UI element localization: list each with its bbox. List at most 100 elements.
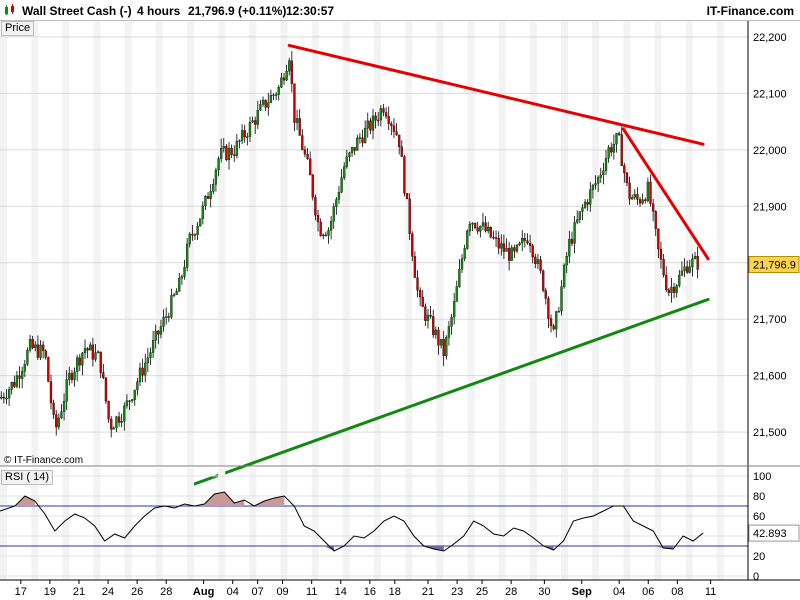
candle-up [21,371,24,379]
x-tick-label: Aug [193,586,214,598]
price-y-tick-label: 22,100 [753,88,787,100]
copyright-label: © IT-Finance.com [4,455,84,466]
candle-down [290,60,293,84]
candle-up [185,243,189,268]
candle-down [542,270,545,291]
candle-down [659,248,663,260]
candle-down [403,156,406,194]
current-rsi-tag [748,524,800,542]
candle-up [240,130,244,141]
candle-down [424,306,427,321]
axes [0,20,800,581]
candle-up [678,274,681,286]
candle-up [220,148,223,159]
last-price-label: 21,796.9 (+0.11%) [188,4,287,18]
x-tick-label: 11 [306,586,317,598]
rsi-band [654,468,662,580]
x-tick-label: 06 [642,586,654,598]
candle-down [324,234,328,237]
candle-down [526,240,529,244]
price-vertical-bands [0,20,724,466]
candle-up [356,137,359,151]
candle-up [505,248,508,252]
price-band [374,20,382,466]
candle-up [180,276,184,279]
candle-up [555,311,558,330]
candle-down [657,228,660,250]
candle-up [94,352,97,360]
candle-down [411,233,414,257]
candle-up [10,382,13,390]
x-tick-label: 25 [476,586,488,598]
rsi-band [0,468,8,580]
price-band [685,20,693,466]
x-ticks: 17 19 21 24 26 28 Aug 04 07 09 11 14 16 18 21 23 25 28 30 S… [15,580,716,598]
candle-up [248,122,252,137]
candle-down [473,222,477,229]
candle-up [439,339,443,346]
candle-down [413,256,417,278]
candle-up [604,158,608,171]
rsi-y-tick-label: 80 [753,491,765,503]
candle-up [183,267,186,277]
candle-up [460,258,464,270]
candle-up [73,371,76,380]
candle-up [340,177,343,193]
candle-up [277,86,280,95]
candle-down [298,118,301,136]
current-rsi-label: 42.893 [753,528,787,540]
candle-down [141,367,144,376]
rsi-band [498,468,506,580]
candle-down [382,108,385,113]
candle-up [23,364,26,372]
candle-up [68,373,71,380]
candle-up [688,266,691,273]
x-tick-label: 24 [102,586,114,598]
candle-up [515,244,519,252]
candle-up [615,133,618,145]
candle-up [123,405,126,422]
candle-down [432,316,435,335]
candle-up [280,77,283,88]
brand-label: IT-Finance.com [706,4,794,18]
candle-down [476,227,479,232]
x-tick-label: 04 [227,586,239,598]
candle-down [41,344,45,351]
candle-up [337,191,341,200]
candle-up [466,230,469,249]
candle-down [638,199,642,204]
candle-down [55,414,58,428]
price-y-tick-label: 21,700 [753,314,787,326]
candle-down [644,199,647,201]
candle-up [209,191,212,199]
price-band [342,20,350,466]
candle-up [322,234,325,237]
candle-up [146,357,150,364]
rsi-band [155,468,163,580]
x-tick-label: 23 [451,586,463,598]
x-tick-label: Sep [572,586,592,598]
candle-down [497,237,500,249]
candle-up [343,166,346,178]
candle-up [39,344,42,358]
candle-up [447,326,451,338]
rsi-band [187,468,195,580]
candle-up [521,238,524,244]
candle-up [170,295,173,318]
candle-down [369,120,372,131]
candle-down [264,99,267,108]
candle-down [492,237,495,239]
steep-resistance-trendline [621,127,710,261]
candle-down [539,259,542,271]
rsi-vertical-bands [0,468,724,580]
candle-down [617,133,621,135]
candle-up [675,285,678,293]
candle-up [204,195,207,207]
candle-up [28,339,32,351]
candle-down [104,377,108,402]
x-tick-label: 30 [538,586,550,598]
candle-logo-icon [5,4,14,15]
rsi-band [31,468,39,580]
candle-up [335,199,338,207]
candle-down [102,372,105,378]
